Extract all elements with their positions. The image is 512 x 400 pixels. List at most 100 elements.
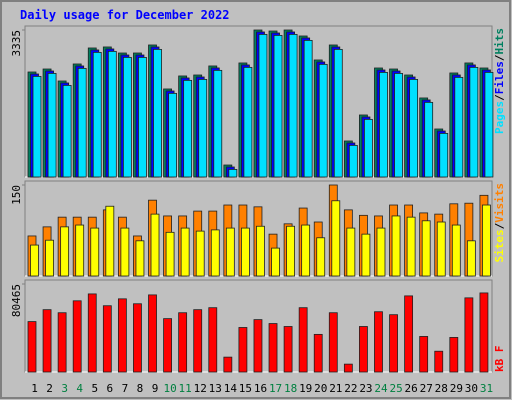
bar (47, 73, 57, 178)
legend-separator: / (493, 222, 506, 229)
bar (348, 144, 358, 178)
x-tick-label: 18 (284, 382, 297, 395)
bar (228, 169, 238, 178)
x-tick-label: 8 (137, 382, 144, 395)
x-tick-label: 1 (31, 382, 38, 395)
bar (374, 311, 383, 373)
x-tick-label: 16 (254, 382, 267, 395)
bar (57, 312, 67, 373)
x-tick-label: 10 (163, 382, 176, 395)
bar (225, 227, 235, 277)
x-tick-label: 5 (91, 382, 98, 395)
bar (466, 240, 476, 277)
y-tick-label: 3335 (10, 30, 23, 57)
bar (45, 239, 54, 277)
bar (105, 205, 115, 277)
bar (117, 298, 127, 373)
bar (27, 321, 37, 373)
bar (421, 220, 431, 277)
x-tick-label: 27 (420, 382, 433, 395)
bar (168, 92, 177, 178)
legend: Sites/Visits (493, 183, 506, 263)
legend-entry: kB F (493, 346, 506, 373)
bar (303, 40, 313, 178)
bar (271, 247, 280, 277)
bar (163, 318, 172, 373)
bar (30, 244, 39, 277)
bar (343, 363, 353, 373)
bar (150, 213, 160, 277)
x-tick-label: 4 (76, 382, 83, 395)
bar (223, 356, 233, 373)
bar (42, 309, 52, 373)
bar (333, 48, 343, 178)
bar (183, 79, 193, 178)
x-tick-label: 14 (224, 382, 238, 395)
bar (394, 73, 403, 178)
bar (208, 307, 218, 373)
bar (120, 227, 130, 277)
bar (180, 227, 190, 277)
bar (165, 231, 175, 277)
bar (464, 297, 474, 373)
x-tick-label: 17 (269, 382, 282, 395)
legend-entry: Pages (493, 101, 506, 134)
bar (148, 294, 157, 373)
x-tick-label: 26 (405, 382, 418, 395)
bar (60, 226, 70, 277)
bar (364, 118, 373, 178)
x-tick-label: 7 (122, 382, 129, 395)
x-tick-label: 9 (152, 382, 159, 395)
bar (107, 50, 117, 178)
x-tick-label: 22 (344, 382, 357, 395)
legend-entry: Hits (493, 28, 506, 55)
bar (102, 305, 112, 373)
bar (434, 350, 444, 373)
legend: Pages/Files/Hits (493, 28, 506, 134)
bar (301, 224, 311, 277)
bar (273, 35, 283, 178)
legend-entry: Sites (493, 229, 506, 262)
x-tick-label: 2 (46, 382, 53, 395)
legend-separator: / (493, 54, 506, 61)
bar (451, 224, 461, 277)
bar (469, 66, 479, 178)
bar (346, 227, 356, 277)
bar (75, 224, 85, 277)
bar (404, 295, 414, 373)
x-tick-label: 24 (374, 382, 388, 395)
bar (328, 312, 338, 373)
x-tick-label: 31 (480, 382, 493, 395)
bar (238, 327, 248, 373)
bar (122, 57, 132, 178)
bar (286, 225, 295, 277)
x-tick-label: 29 (450, 382, 463, 395)
bar (90, 227, 100, 277)
bar (87, 293, 97, 373)
x-tick-label: 12 (194, 382, 207, 395)
bar (92, 51, 102, 178)
x-tick-label: 19 (299, 382, 312, 395)
bar (77, 67, 87, 178)
bar (210, 229, 220, 277)
x-tick-label: 25 (389, 382, 402, 395)
y-tick-label: 80465 (10, 284, 23, 317)
bar (213, 69, 223, 178)
legend: kB F (493, 346, 506, 373)
bar (32, 76, 42, 178)
bar (389, 314, 398, 373)
legend-entry: Visits (493, 183, 506, 223)
bar (318, 63, 328, 178)
bar (482, 204, 491, 277)
x-tick-label: 21 (329, 382, 342, 395)
x-tick-label: 20 (314, 382, 327, 395)
bar (361, 233, 371, 277)
bar (283, 326, 293, 373)
bar (359, 326, 368, 373)
bar (178, 312, 188, 373)
bar (424, 101, 434, 178)
bar (153, 48, 162, 178)
bar (241, 227, 250, 277)
